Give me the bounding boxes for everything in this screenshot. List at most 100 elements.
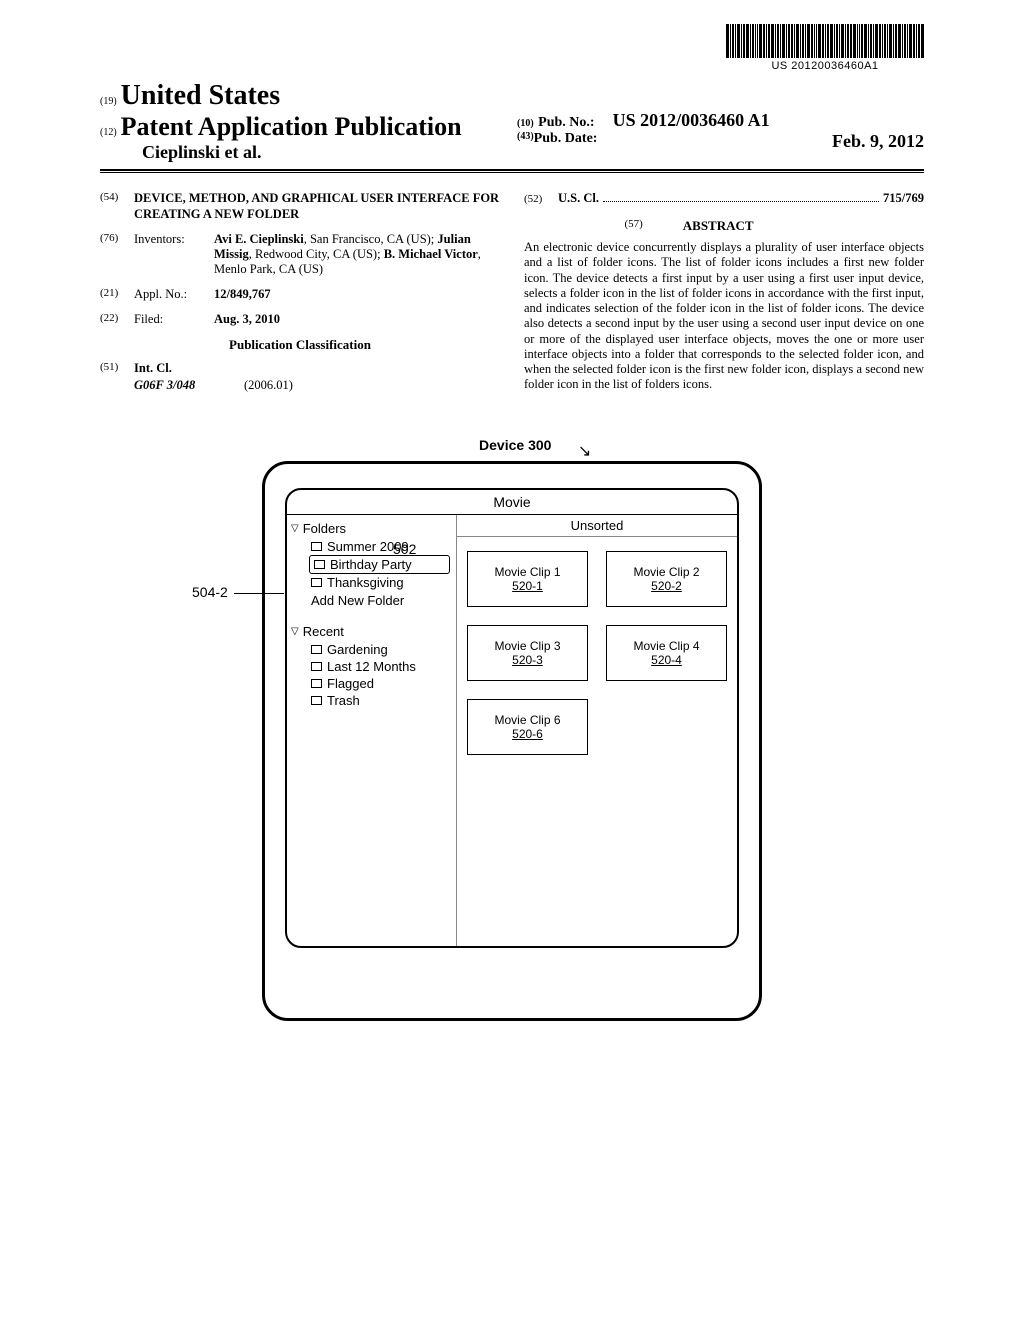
code-10: (10) xyxy=(517,118,534,129)
code-21: (21) xyxy=(100,287,134,302)
movie-clip[interactable]: Movie Clip 1 520-1 xyxy=(467,551,588,607)
folders-header[interactable]: ▽ Folders xyxy=(291,521,450,536)
main-area: Unsorted Movie Clip 1 520-1 Movie Clip 2… xyxy=(457,515,737,946)
applno-label: Appl. No.: xyxy=(134,287,214,302)
clip-ref: 520-2 xyxy=(651,579,682,593)
intcl-code: G06F 3/048 xyxy=(134,378,244,393)
clip-title: Movie Clip 4 xyxy=(633,639,699,653)
clip-ref: 520-1 xyxy=(512,579,543,593)
intcl-edition: (2006.01) xyxy=(244,378,293,393)
clip-ref: 520-4 xyxy=(651,653,682,667)
inventor-3: B. Michael Victor xyxy=(384,247,478,261)
pubno-value: US 2012/0036460 A1 xyxy=(613,110,770,130)
folder-label: Birthday Party xyxy=(330,557,412,572)
clip-title: Movie Clip 2 xyxy=(633,565,699,579)
divider-thin xyxy=(100,172,924,173)
filed-label: Filed: xyxy=(134,312,214,327)
folder-icon xyxy=(311,679,322,688)
movie-clip[interactable]: Movie Clip 2 520-2 xyxy=(606,551,727,607)
main-header: Unsorted xyxy=(457,515,737,537)
callout-504-2: 504-2 xyxy=(192,584,228,600)
inventors-label: Inventors: xyxy=(134,232,214,277)
code-19: (19) xyxy=(100,96,117,107)
barcode-graphic xyxy=(726,24,924,58)
pubno-label: Pub. No.: xyxy=(538,115,594,130)
left-column: (54) DEVICE, METHOD, AND GRAPHICAL USER … xyxy=(100,191,500,403)
barcode-text: US 20120036460A1 xyxy=(726,60,924,72)
add-new-label: Add New Folder xyxy=(311,593,404,608)
code-54: (54) xyxy=(100,191,134,222)
recent-item[interactable]: Flagged xyxy=(311,675,450,692)
app-title: Movie xyxy=(287,490,737,515)
invention-title: DEVICE, METHOD, AND GRAPHICAL USER INTER… xyxy=(134,191,500,222)
triangle-down-icon: ▽ xyxy=(291,626,299,637)
add-new-folder[interactable]: Add New Folder xyxy=(311,591,450,608)
recent-label: Gardening xyxy=(327,642,388,657)
device-frame: 502 Movie ▽ Folders xyxy=(262,461,762,1021)
code-57: (57) xyxy=(624,218,642,234)
code-12: (12) xyxy=(100,127,117,138)
folder-item[interactable]: Summer 2009 xyxy=(311,538,450,555)
code-51: (51) xyxy=(100,361,134,376)
folder-icon xyxy=(311,645,322,654)
clip-title: Movie Clip 3 xyxy=(494,639,560,653)
recent-item[interactable]: Trash xyxy=(311,692,450,709)
code-52: (52) xyxy=(524,193,558,205)
callout-502: 502 xyxy=(393,541,416,557)
clip-ref: 520-6 xyxy=(512,727,543,741)
clip-title: Movie Clip 1 xyxy=(494,565,560,579)
recent-label: Trash xyxy=(327,693,360,708)
recent-label: Flagged xyxy=(327,676,374,691)
folder-item[interactable]: Thanksgiving xyxy=(311,574,450,591)
folder-icon xyxy=(314,560,325,569)
sidebar: ▽ Folders Summer 2009 Birthday Party xyxy=(287,515,457,946)
folder-icon xyxy=(311,662,322,671)
pubdate-label: Pub. Date: xyxy=(534,131,598,152)
device-screen: Movie ▽ Folders Summer 2009 xyxy=(285,488,739,948)
movie-clip[interactable]: Movie Clip 6 520-6 xyxy=(467,699,588,755)
recent-header-label: Recent xyxy=(303,624,344,639)
header-authors: Cieplinski et al. xyxy=(142,142,507,163)
biblio-columns: (54) DEVICE, METHOD, AND GRAPHICAL USER … xyxy=(100,191,924,403)
movie-clip[interactable]: Movie Clip 3 520-3 xyxy=(467,625,588,681)
clip-title: Movie Clip 6 xyxy=(494,713,560,727)
applno-value: 12/849,767 xyxy=(214,287,500,302)
recent-item[interactable]: Gardening xyxy=(311,641,450,658)
right-column: (52) U.S. Cl. 715/769 (57) ABSTRACT An e… xyxy=(524,191,924,403)
folder-label: Thanksgiving xyxy=(327,575,404,590)
code-76: (76) xyxy=(100,232,134,277)
recent-header[interactable]: ▽ Recent xyxy=(291,624,450,639)
folder-icon xyxy=(311,578,322,587)
folder-icon xyxy=(311,696,322,705)
folders-section: ▽ Folders Summer 2009 Birthday Party xyxy=(291,521,450,608)
recent-item[interactable]: Last 12 Months xyxy=(311,658,450,675)
code-43: (43) xyxy=(517,131,534,152)
dots-leader xyxy=(603,196,879,202)
abstract-text: An electronic device concurrently displa… xyxy=(524,240,924,393)
country: United States xyxy=(121,80,280,111)
triangle-down-icon: ▽ xyxy=(291,523,299,534)
abstract-header: ABSTRACT xyxy=(683,218,754,234)
divider-bold xyxy=(100,169,924,171)
publication-type: Patent Application Publication xyxy=(121,112,462,141)
barcode-block: US 20120036460A1 xyxy=(726,24,924,72)
uscl-label: U.S. Cl. xyxy=(558,191,599,206)
code-22: (22) xyxy=(100,312,134,327)
recent-label: Last 12 Months xyxy=(327,659,416,674)
recent-section: ▽ Recent Gardening Last 12 Months xyxy=(291,624,450,709)
pubdate-value: Feb. 9, 2012 xyxy=(832,131,924,152)
folder-item-selected[interactable]: Birthday Party xyxy=(309,555,450,574)
inventors-value: Avi E. Cieplinski, San Francisco, CA (US… xyxy=(214,232,500,277)
header-block: (19) United States (12) Patent Applicati… xyxy=(100,80,924,163)
intcl-label: Int. Cl. xyxy=(134,361,172,376)
folder-icon xyxy=(311,542,322,551)
folders-header-label: Folders xyxy=(303,521,346,536)
clip-ref: 520-3 xyxy=(512,653,543,667)
inventor-1: Avi E. Cieplinski xyxy=(214,232,304,246)
clips-grid: Movie Clip 1 520-1 Movie Clip 2 520-2 Mo… xyxy=(457,537,737,769)
uscl-value: 715/769 xyxy=(883,191,924,206)
pub-class-header: Publication Classification xyxy=(100,337,500,353)
figure: Device 300 ↘ 504-2 502 Movie ▽ Folders xyxy=(100,439,924,1021)
movie-clip[interactable]: Movie Clip 4 520-4 xyxy=(606,625,727,681)
filed-value: Aug. 3, 2010 xyxy=(214,312,500,327)
